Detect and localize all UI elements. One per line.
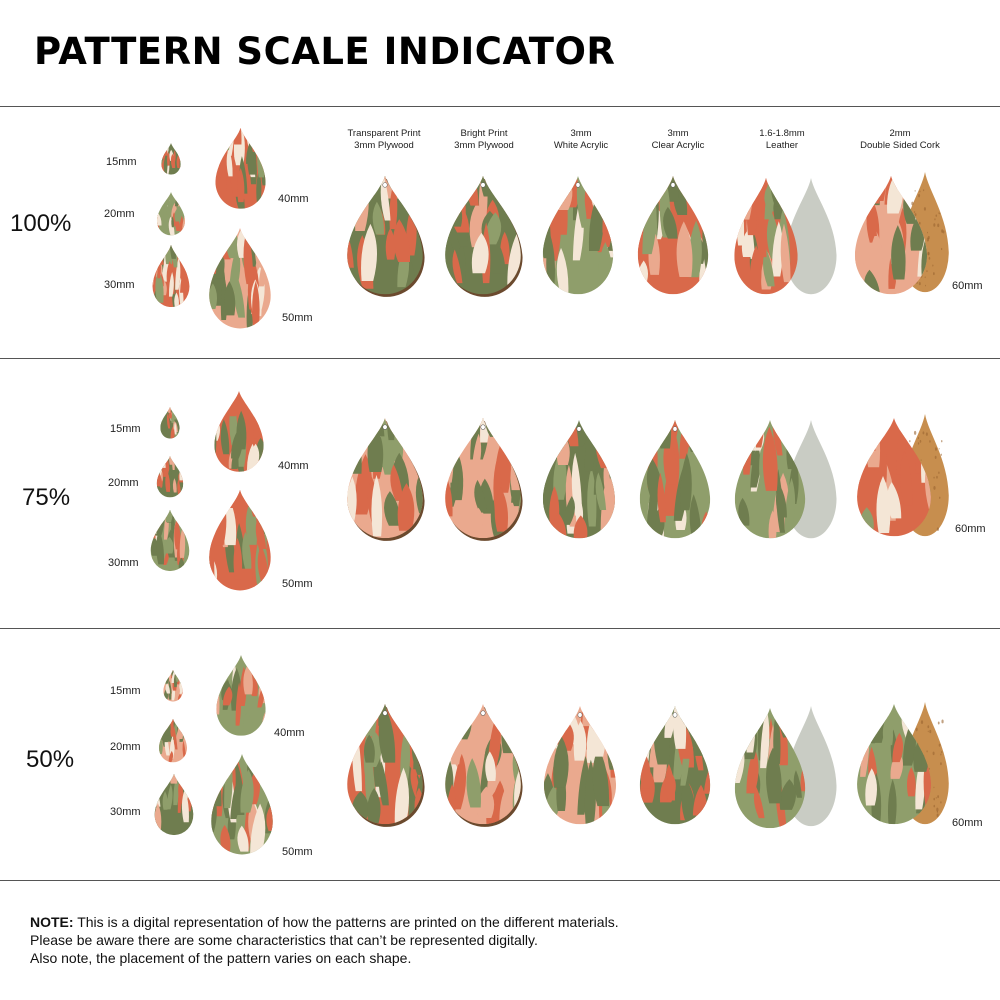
- teardrop-40mm: [213, 655, 269, 737]
- cork-front-drop: [852, 704, 936, 826]
- leather-front-drop: [730, 420, 810, 540]
- cork-front-drop: [850, 176, 932, 296]
- size-label-15mm: 15mm: [106, 156, 137, 168]
- material-header-plywood-bright: Bright Print 3mm Plywood: [454, 128, 514, 151]
- plywood-bright-drop: [440, 704, 526, 827]
- size-label-40mm: 40mm: [278, 193, 309, 205]
- divider: [0, 358, 1000, 359]
- size-label-60mm: 60mm: [952, 280, 983, 292]
- teardrop-15mm: [162, 670, 184, 702]
- leather-front-drop: [730, 178, 802, 296]
- teardrop-50mm: [205, 490, 275, 592]
- teardrop-15mm: [159, 407, 181, 439]
- size-label-60mm: 60mm: [952, 817, 983, 829]
- leather-back-drop: [782, 178, 840, 296]
- size-label-50mm: 50mm: [282, 312, 313, 324]
- teardrop-20mm: [157, 719, 189, 763]
- material-header-clear-acrylic: 3mm Clear Acrylic: [651, 128, 705, 151]
- white-acrylic-drop: [538, 420, 620, 540]
- teardrop-40mm: [212, 128, 269, 210]
- size-label-30mm: 30mm: [110, 806, 141, 818]
- size-label-30mm: 30mm: [104, 279, 135, 291]
- cork-front-drop: [852, 418, 936, 538]
- divider: [0, 880, 1000, 881]
- teardrop-50mm: [205, 228, 275, 330]
- scale-label: 100%: [10, 210, 72, 237]
- teardrop-30mm: [150, 245, 192, 308]
- white-acrylic-drop: [539, 706, 621, 826]
- material-header-leather: 1.6-1.8mm Leather: [759, 128, 805, 151]
- size-label-50mm: 50mm: [282, 846, 313, 858]
- teardrop-20mm: [155, 456, 185, 498]
- note-line-1: This is a digital representation of how …: [73, 914, 619, 930]
- clear-acrylic-drop: [635, 706, 715, 826]
- size-label-30mm: 30mm: [108, 557, 139, 569]
- plywood-bright-drop: [440, 176, 526, 297]
- size-label-15mm: 15mm: [110, 685, 141, 697]
- size-label-15mm: 15mm: [110, 423, 141, 435]
- size-label-20mm: 20mm: [108, 477, 139, 489]
- leather-front-drop: [730, 708, 810, 830]
- teardrop-15mm: [160, 143, 182, 175]
- disclaimer-note: NOTE: This is a digital representation o…: [30, 913, 619, 967]
- plywood-bright-drop: [440, 418, 526, 541]
- material-header-white-acrylic: 3mm White Acrylic: [553, 128, 609, 151]
- page-title: PATTERN SCALE INDICATOR: [34, 30, 616, 73]
- note-label: NOTE:: [30, 914, 74, 930]
- plywood-transparent-drop: [342, 176, 428, 297]
- clear-acrylic-drop: [635, 420, 715, 540]
- plywood-transparent-drop: [342, 418, 428, 541]
- divider: [0, 628, 1000, 629]
- clear-acrylic-drop: [633, 176, 713, 296]
- size-label-20mm: 20mm: [104, 208, 135, 220]
- scale-label: 50%: [26, 746, 75, 773]
- teardrop-40mm: [211, 391, 267, 473]
- teardrop-20mm: [155, 192, 187, 236]
- size-label-20mm: 20mm: [110, 741, 141, 753]
- material-header-plywood-transparent: Transparent Print 3mm Plywood: [347, 128, 421, 151]
- size-label-50mm: 50mm: [282, 578, 313, 590]
- note-line-3: Also note, the placement of the pattern …: [30, 950, 412, 966]
- teardrop-30mm: [148, 510, 192, 572]
- size-label-40mm: 40mm: [274, 727, 305, 739]
- plywood-transparent-drop: [342, 704, 428, 827]
- scale-label: 75%: [22, 484, 71, 511]
- white-acrylic-drop: [538, 176, 618, 296]
- note-line-2: Please be aware there are some character…: [30, 932, 538, 948]
- material-header-cork: 2mm Double Sided Cork: [860, 128, 940, 151]
- teardrop-30mm: [152, 774, 196, 836]
- divider: [0, 106, 1000, 107]
- size-label-60mm: 60mm: [955, 523, 986, 535]
- size-label-40mm: 40mm: [278, 460, 309, 472]
- teardrop-50mm: [207, 754, 277, 856]
